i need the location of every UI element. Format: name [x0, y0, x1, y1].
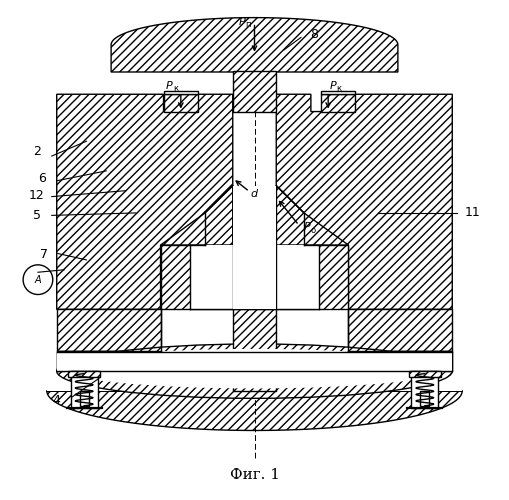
Polygon shape: [111, 18, 398, 72]
Circle shape: [23, 265, 53, 294]
Bar: [321, 92, 355, 94]
Bar: [160, 245, 349, 310]
Bar: [190, 245, 319, 310]
Polygon shape: [276, 186, 349, 245]
Text: A: A: [35, 274, 41, 284]
Bar: [71, 371, 98, 408]
Text: 12: 12: [29, 189, 45, 202]
Text: 11: 11: [464, 206, 480, 220]
Text: Фиг. 1: Фиг. 1: [230, 468, 279, 482]
Bar: [420, 391, 429, 406]
Polygon shape: [160, 186, 233, 245]
Text: 8: 8: [310, 28, 318, 42]
Bar: [56, 352, 453, 371]
Text: о: о: [311, 226, 316, 234]
Bar: [321, 94, 355, 112]
Text: 6: 6: [38, 172, 46, 185]
Bar: [409, 371, 441, 377]
Bar: [411, 371, 438, 408]
Bar: [233, 186, 276, 309]
Bar: [163, 94, 198, 112]
Text: 2: 2: [33, 144, 41, 158]
Bar: [190, 246, 319, 309]
Text: Р: Р: [166, 81, 173, 91]
Text: 5: 5: [33, 209, 41, 222]
Bar: [56, 352, 453, 371]
Bar: [68, 371, 100, 377]
Bar: [349, 310, 453, 352]
Ellipse shape: [62, 349, 447, 389]
Text: 4: 4: [53, 394, 61, 407]
Text: Р: Р: [238, 16, 245, 26]
Text: к: к: [174, 84, 179, 94]
Text: d: d: [250, 189, 258, 199]
Bar: [56, 310, 160, 352]
Bar: [233, 71, 276, 112]
Ellipse shape: [56, 344, 453, 399]
Text: 7: 7: [40, 248, 48, 262]
Bar: [80, 391, 89, 406]
Text: п: п: [245, 20, 251, 29]
Text: Р: Р: [304, 222, 311, 232]
Polygon shape: [56, 94, 233, 310]
Text: к: к: [336, 84, 342, 94]
Bar: [163, 92, 198, 94]
Polygon shape: [47, 391, 462, 430]
Bar: [233, 310, 276, 391]
Text: Р: Р: [329, 81, 336, 91]
Bar: [47, 352, 462, 391]
Bar: [233, 186, 276, 310]
Bar: [57, 353, 452, 370]
Polygon shape: [276, 94, 453, 310]
